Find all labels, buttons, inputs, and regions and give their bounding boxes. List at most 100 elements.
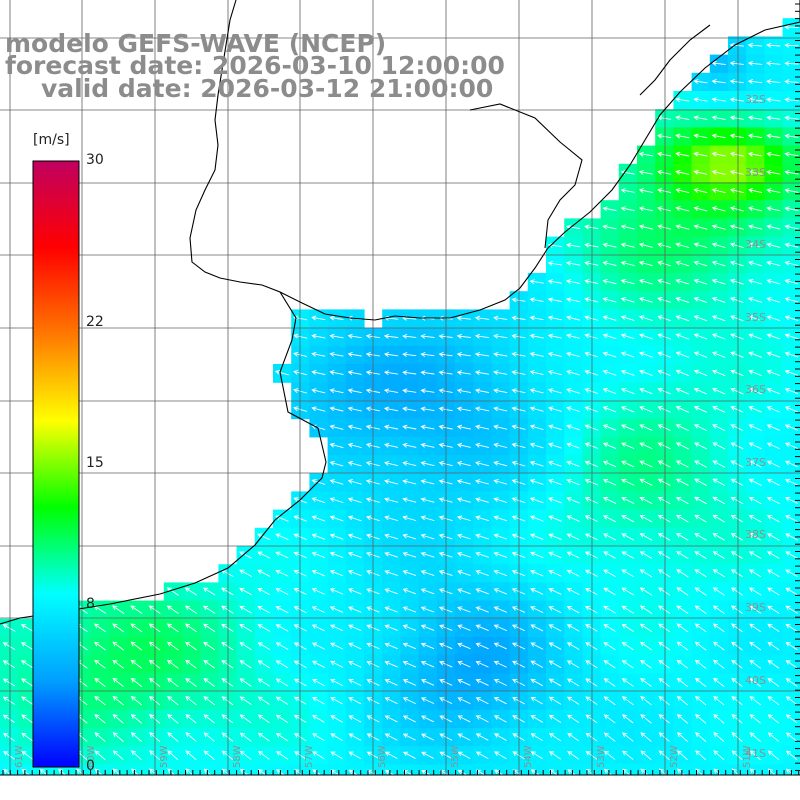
wind-arrow (676, 641, 689, 651)
wind-arrow (639, 496, 653, 504)
wind-arrow (548, 660, 562, 668)
wind-cell (782, 564, 800, 583)
wind-arrow (566, 569, 580, 577)
wind-arrow (384, 588, 398, 595)
wind-arrow (713, 696, 725, 706)
wind-arrow (694, 605, 707, 614)
wind-cell (182, 764, 201, 775)
wind-arrow (784, 224, 799, 230)
wind-arrow (384, 570, 398, 576)
wind-arrow (584, 315, 599, 321)
wind-arrow (675, 133, 690, 139)
wind-arrow (548, 551, 562, 559)
wind-arrow (766, 533, 780, 541)
wind-arrow (676, 623, 689, 633)
wind-arrow (203, 641, 216, 651)
longitude-label: 53W (596, 745, 607, 768)
wind-arrow (766, 151, 781, 157)
wind-arrow (747, 169, 763, 175)
latitude-labels: 32S 33S 34S 35S 36S 37S 38S 39S 40S 41S (745, 93, 766, 760)
wind-arrow (457, 679, 471, 686)
wind-arrow (711, 133, 726, 139)
wind-arrow (457, 751, 471, 759)
longitude-label: 61W (14, 745, 25, 768)
wind-arrow (548, 497, 562, 504)
wind-arrow (312, 733, 325, 741)
wind-arrow (420, 551, 435, 558)
wind-arrow (712, 460, 726, 468)
wind-arrow (784, 478, 799, 486)
wind-arrow (330, 678, 343, 686)
wind-arrow (475, 660, 489, 668)
wind-arrow (675, 478, 689, 486)
wind-arrow (766, 369, 781, 376)
wind-arrow (383, 370, 399, 375)
wind-arrow (747, 42, 763, 48)
wind-arrow (167, 732, 179, 742)
wind-arrow (694, 551, 707, 559)
wind-arrow (383, 333, 399, 339)
wind-arrow (547, 424, 562, 431)
wind-cell (127, 764, 147, 775)
wind-arrow (731, 623, 743, 633)
wind-arrow (130, 641, 143, 651)
wind-arrow (402, 679, 416, 686)
wind-cell (309, 764, 329, 775)
wind-arrow (493, 442, 508, 448)
wind-arrow (675, 424, 689, 431)
wind-arrow (766, 387, 780, 395)
wind-arrow (602, 406, 617, 413)
wind-arrow (711, 333, 726, 340)
wind-arrow (748, 387, 762, 395)
wind-arrow (693, 369, 708, 377)
wind-arrow (166, 659, 179, 669)
wind-arrow (584, 260, 599, 266)
wind-arrow (640, 659, 652, 669)
wind-arrow (585, 714, 598, 724)
wind-arrow (675, 387, 689, 395)
wind-arrow (784, 369, 799, 376)
wind-cell (782, 546, 800, 565)
wind-arrow (639, 533, 653, 541)
wind-arrow (676, 696, 688, 706)
wind-arrow (785, 497, 798, 504)
wind-arrow (785, 641, 798, 651)
wind-arrow (203, 623, 216, 632)
wind-arrow (766, 260, 781, 267)
wind-arrow (584, 388, 599, 394)
wind-arrow (112, 605, 125, 614)
wind-arrow (130, 605, 143, 614)
wind-arrow (656, 115, 672, 121)
wind-arrow (456, 497, 471, 503)
wind-arrow (167, 714, 179, 724)
wind-arrow (675, 97, 690, 103)
wind-arrow (620, 333, 635, 340)
wind-arrow (21, 660, 34, 669)
wind-arrow (785, 714, 798, 724)
wind-arrow (475, 715, 489, 723)
wind-arrow (784, 333, 799, 340)
wind-arrow (766, 442, 780, 450)
wind-arrow (548, 696, 562, 705)
wind-arrow (94, 641, 106, 651)
wind-arrow (420, 479, 435, 485)
wind-arrow (347, 533, 362, 540)
wind-arrow (475, 497, 489, 503)
wind-arrow (638, 206, 653, 212)
wind-arrow (693, 260, 708, 267)
wind-arrow (602, 333, 617, 340)
wind-arrow (567, 750, 580, 760)
wind-arrow (547, 261, 562, 266)
wind-arrow (713, 732, 725, 742)
wind-arrow (658, 641, 671, 651)
wind-arrow (402, 660, 416, 668)
wind-arrow (493, 406, 508, 412)
wind-arrow (548, 678, 562, 687)
wind-arrow (602, 224, 617, 230)
wind-arrow (348, 769, 359, 775)
wind-arrow (766, 79, 781, 84)
wind-arrow (547, 297, 562, 303)
wind-arrow (420, 570, 435, 576)
wind-arrow (402, 461, 417, 467)
wind-arrow (693, 278, 708, 285)
